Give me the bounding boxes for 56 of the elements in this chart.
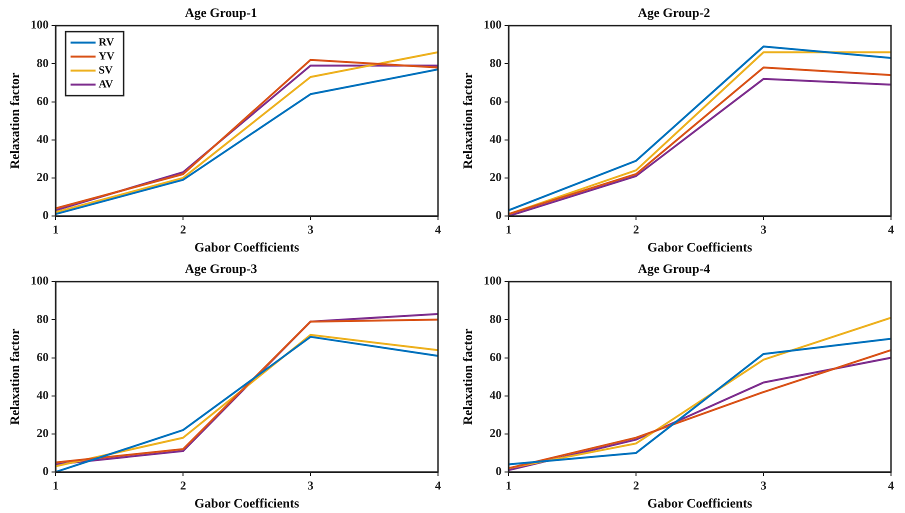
y-tick-label: 40 [490,388,502,402]
y-tick-label: 100 [484,18,502,32]
y-tick-label: 60 [490,350,502,364]
x-tick-label: 1 [506,478,512,492]
y-tick-label: 40 [36,388,49,402]
chart-title: Age Group-1 [184,5,258,20]
legend-label: SV [98,64,113,76]
y-tick-label: 60 [490,94,502,108]
legend-label: AV [98,78,114,90]
y-tick-label: 80 [490,312,502,326]
y-axis-title: Relaxation factor [460,328,476,425]
y-tick-label: 100 [30,18,49,32]
chart-title: Age Group-4 [638,261,711,276]
y-tick-label: 40 [490,132,502,146]
y-tick-label: 0 [42,464,49,478]
y-tick-label: 100 [484,274,502,288]
x-tick-label: 1 [52,478,59,492]
x-tick-label: 1 [506,222,512,236]
x-tick-label: 2 [633,478,640,492]
x-axis-title: Gabor Coefficients [647,496,752,511]
chart-title: Age Group-2 [638,5,710,20]
x-tick-label: 3 [760,478,767,492]
legend-label: YV [98,50,115,62]
y-tick-label: 100 [30,274,49,288]
y-tick-label: 20 [36,426,49,440]
y-tick-label: 40 [36,132,49,146]
x-tick-label: 4 [888,478,894,492]
y-tick-label: 60 [36,94,49,108]
chart-title: Age Group-3 [184,261,258,276]
x-tick-label: 4 [435,222,441,236]
y-tick-label: 20 [490,170,502,184]
x-axis-title: Gabor Coefficients [194,496,300,511]
y-tick-label: 60 [36,350,49,364]
y-tick-label: 80 [490,56,502,70]
x-tick-label: 3 [308,478,314,492]
x-tick-label: 2 [180,478,186,492]
y-axis-title: Relaxation factor [460,72,476,169]
x-tick-label: 4 [888,222,894,236]
x-tick-label: 2 [180,222,186,236]
y-axis-title: Relaxation factor [7,328,22,425]
y-tick-label: 0 [496,208,502,222]
y-tick-label: 0 [42,208,49,222]
x-tick-label: 4 [435,478,441,492]
x-tick-label: 1 [52,222,59,236]
y-tick-label: 80 [36,312,49,326]
y-tick-label: 80 [36,56,49,70]
y-tick-label: 20 [490,426,502,440]
y-axis-title: Relaxation factor [7,72,22,169]
x-axis-title: Gabor Coefficients [194,240,300,255]
legend-label: RV [98,36,114,48]
x-axis-title: Gabor Coefficients [647,240,752,255]
x-tick-label: 3 [308,222,314,236]
y-tick-label: 0 [496,464,502,478]
x-tick-label: 2 [633,222,640,236]
x-tick-label: 3 [760,222,767,236]
y-tick-label: 20 [36,170,49,184]
